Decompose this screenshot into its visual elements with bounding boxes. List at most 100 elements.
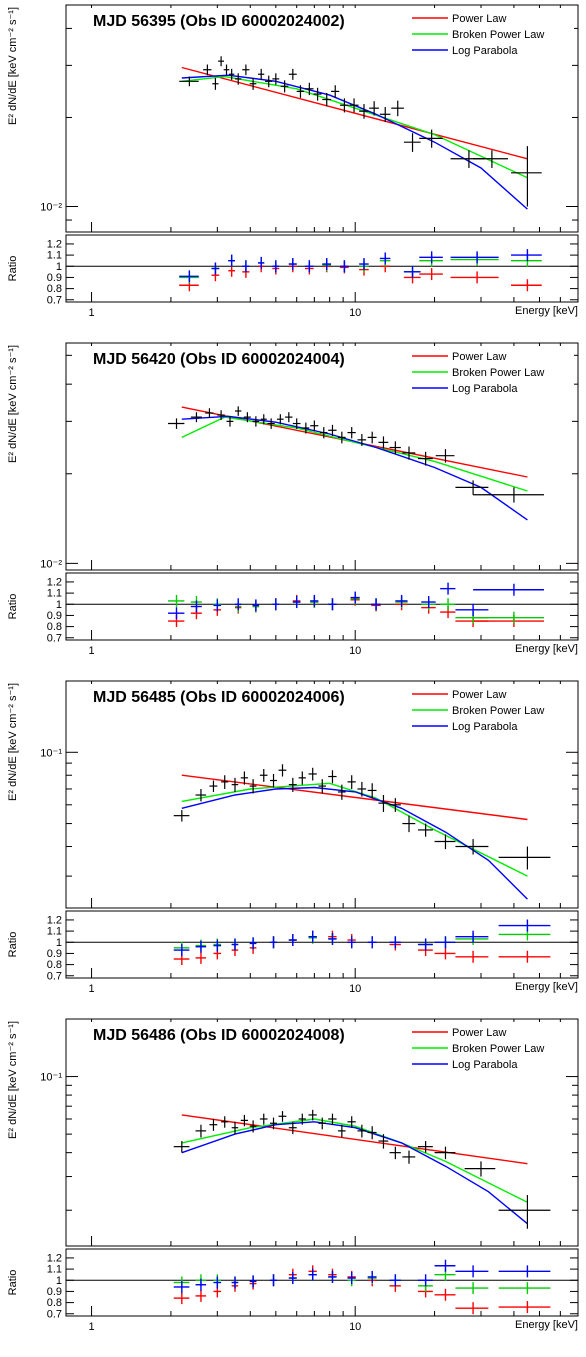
ratio-point-log-parabola	[389, 1274, 401, 1287]
data-point	[378, 1134, 389, 1149]
data-point	[347, 775, 356, 789]
ratio-point-log-parabola	[359, 258, 369, 271]
legend-label: Log Parabola	[452, 721, 518, 733]
main-plot-frame	[65, 1018, 579, 1247]
data-point	[285, 412, 293, 423]
data-point	[259, 768, 268, 782]
title-box	[81, 346, 391, 370]
data-point	[328, 770, 337, 784]
data-point	[498, 1195, 551, 1229]
ratio-point-log-parabola	[258, 256, 265, 269]
ratio-point-power-law	[455, 1302, 489, 1315]
x-tick-label: 10	[349, 1321, 361, 1333]
x-tick-label: 1	[88, 307, 94, 319]
ratio-point-log-parabola	[339, 260, 349, 273]
data-point	[337, 431, 346, 444]
x-tick-label: 1	[88, 1321, 94, 1333]
data-point	[292, 418, 301, 429]
title-box	[81, 8, 391, 32]
ratio-point-log-parabola	[473, 583, 544, 596]
ratio-tick-label: 1.2	[47, 914, 62, 926]
ratio-point-power-law	[195, 1289, 207, 1302]
data-point	[226, 416, 234, 427]
data-point	[359, 104, 369, 119]
ratio-point-broken-power-law	[168, 594, 185, 607]
ratio-point-log-parabola	[288, 934, 297, 947]
x-axis-title: Energy [keV]	[515, 643, 578, 655]
ratio-point-power-law	[455, 950, 489, 963]
model-curve-broken-power-law	[181, 75, 528, 179]
model-curve-power-law	[181, 1114, 528, 1165]
model-curve-log-parabola	[181, 74, 528, 210]
ratio-point-broken-power-law	[473, 611, 544, 624]
ratio-point-broken-power-law	[455, 932, 489, 945]
x-axis-title: Energy [keV]	[515, 1319, 578, 1331]
ratio-point-log-parabola	[308, 1268, 317, 1281]
ratio-point-log-parabola	[371, 598, 381, 611]
ratio-point-log-parabola	[249, 937, 257, 950]
chart-title: MJD 56420 (Obs ID 60002024004)	[93, 351, 345, 368]
ratio-tick-label: 0.8	[47, 621, 62, 633]
data-point	[403, 133, 421, 152]
data-point	[288, 777, 297, 792]
ratio-point-log-parabola	[173, 1280, 190, 1293]
ratio-point-log-parabola	[328, 1270, 337, 1283]
ratio-point-log-parabola	[347, 1272, 356, 1285]
ratio-point-log-parabola	[179, 270, 199, 283]
ratio-point-log-parabola	[231, 938, 239, 951]
data-point	[337, 784, 346, 800]
legend-label: Log Parabola	[452, 383, 518, 395]
ratio-point-log-parabola	[379, 252, 391, 265]
ratio-point-power-law	[498, 1301, 551, 1314]
ratio-point-log-parabola	[417, 938, 433, 951]
ratio-point-power-law	[434, 1288, 456, 1301]
ratio-point-power-law	[498, 950, 551, 963]
x-axis-title: Energy [keV]	[515, 981, 578, 993]
data-point	[267, 418, 275, 429]
title-box	[81, 684, 391, 708]
data-point	[347, 1116, 356, 1128]
ratio-point-broken-power-law	[498, 1282, 551, 1295]
data-point	[419, 129, 443, 148]
ratio-plot-frame	[65, 1248, 579, 1317]
ratio-tick-label: 1.2	[47, 238, 62, 250]
data-point	[231, 1121, 239, 1135]
data-point	[391, 100, 404, 117]
data-point	[296, 85, 305, 98]
x-tick-label: 1	[88, 983, 94, 995]
ratio-axis-title: Ratio	[7, 256, 19, 282]
ratio-point-log-parabola	[455, 1265, 489, 1278]
ratio-tick-label: 0.7	[47, 294, 62, 306]
ratio-point-log-parabola	[389, 936, 401, 949]
legend-label: Log Parabola	[452, 45, 518, 57]
data-point	[328, 1113, 337, 1125]
data-point	[378, 795, 389, 812]
ratio-tick-label: 0.8	[47, 959, 62, 971]
data-point	[511, 146, 542, 207]
ratio-axis-title: Ratio	[7, 932, 19, 958]
data-point	[310, 420, 319, 432]
data-point	[357, 781, 367, 797]
data-point	[473, 150, 509, 168]
ratio-point-log-parabola	[292, 596, 301, 609]
data-point	[242, 64, 250, 76]
legend-label: Broken Power Law	[452, 367, 544, 379]
ratio-point-log-parabola	[450, 251, 499, 264]
ratio-tick-label: 0.8	[47, 283, 62, 295]
data-point	[203, 64, 212, 76]
data-point	[234, 73, 242, 85]
ratio-plot-frame	[65, 234, 579, 303]
ratio-point-log-parabola	[173, 944, 190, 957]
data-point	[288, 1121, 297, 1135]
data-point	[302, 422, 310, 434]
data-point	[168, 418, 185, 429]
data-point	[252, 416, 260, 427]
model-curve-broken-power-law	[181, 1118, 528, 1203]
data-point	[322, 92, 332, 107]
data-point	[269, 773, 277, 788]
legend-label: Broken Power Law	[452, 705, 544, 717]
legend-box	[406, 1022, 574, 1076]
model-curve-broken-power-law	[181, 416, 528, 492]
